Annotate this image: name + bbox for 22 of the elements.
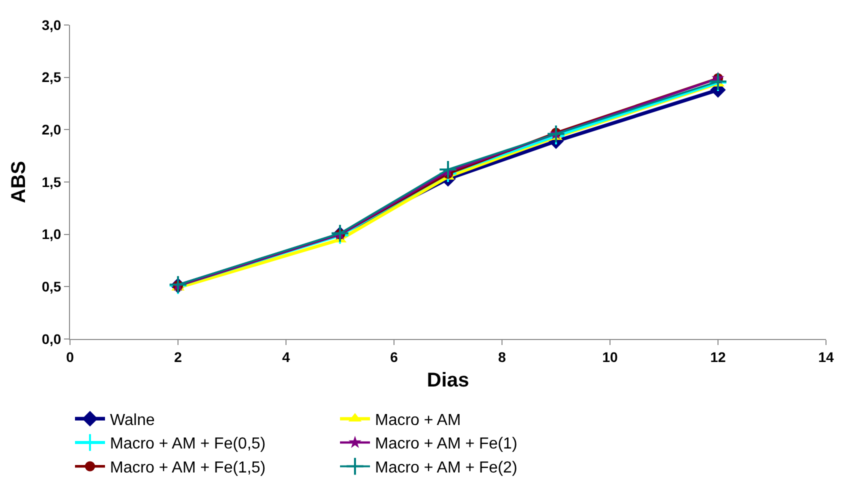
x-axis-title: Dias (426, 369, 470, 392)
y-tick-label: 2,5 (42, 69, 62, 86)
legend-label: Walne (110, 412, 155, 429)
x-tick-label: 12 (710, 348, 726, 365)
legend-label: Macro + AM + Fe(2) (375, 460, 518, 477)
point (438, 160, 458, 179)
x-tick-label: 8 (498, 348, 506, 365)
x-tick-label: 14 (818, 348, 834, 365)
y-axis-title: ABS (8, 160, 30, 204)
x-tick-label: 6 (390, 348, 398, 365)
y-tick-label: 0,5 (42, 278, 62, 295)
y-tick-label: 1,5 (42, 174, 62, 190)
x-tick-label: 0 (66, 348, 74, 365)
x-tick-label: 10 (602, 348, 618, 365)
y-tick-label: 0,0 (42, 330, 62, 347)
y-tick-label: 1,0 (42, 226, 62, 242)
legend-label: Macro + AM + Fe(1,5) (110, 460, 266, 477)
legend-label: Macro + AM (375, 412, 461, 429)
x-tick-label: 2 (174, 348, 182, 365)
y-tick-label: 3,0 (42, 16, 62, 33)
x-tick-label: 4 (282, 348, 290, 365)
y-tick-label: 2,0 (42, 122, 62, 138)
